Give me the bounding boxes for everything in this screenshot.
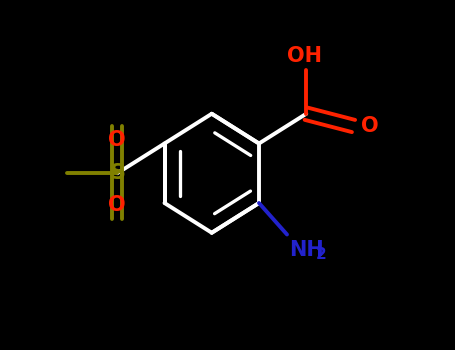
Text: O: O <box>360 116 378 136</box>
Text: O: O <box>108 195 126 215</box>
Text: 2: 2 <box>316 247 326 262</box>
Text: O: O <box>108 130 126 149</box>
Text: OH: OH <box>287 47 322 66</box>
Text: S: S <box>109 163 125 183</box>
Text: NH: NH <box>289 240 324 260</box>
